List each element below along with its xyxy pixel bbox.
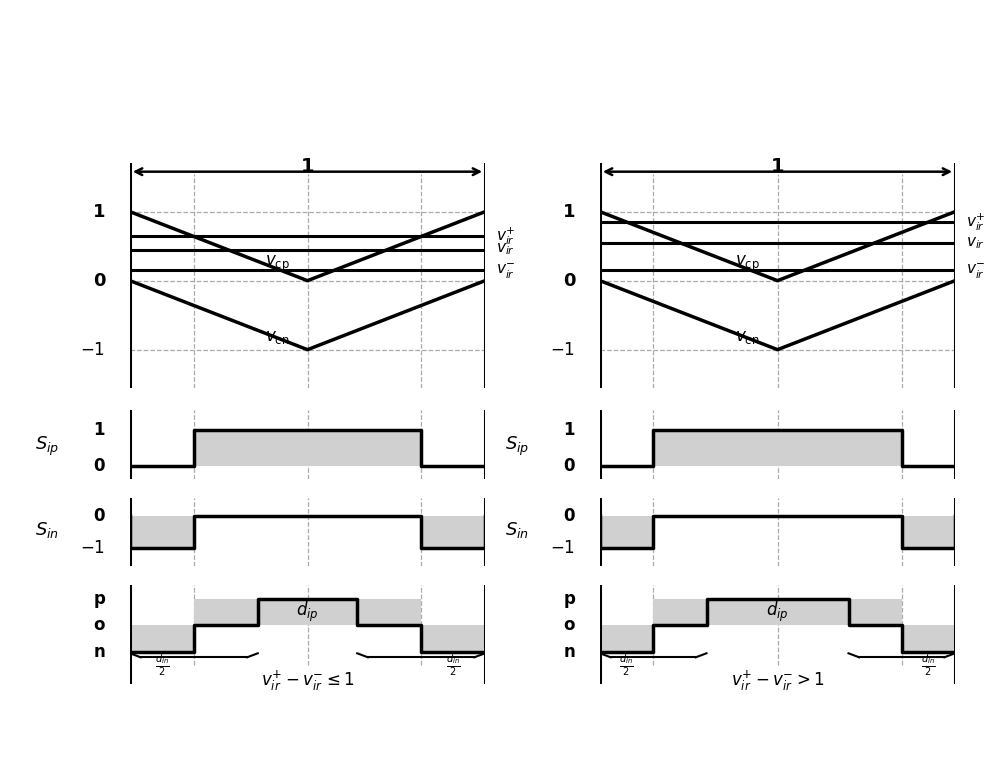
Text: $v_{ir}^{-}$: $v_{ir}^{-}$: [966, 261, 985, 280]
Text: $v_{\mathrm{cn}}$: $v_{\mathrm{cn}}$: [265, 328, 289, 347]
Text: 0: 0: [94, 507, 105, 524]
Text: $\frac{d_{in}}{2}$: $\frac{d_{in}}{2}$: [619, 653, 634, 678]
Bar: [421, 516, 485, 548]
Text: $S_{in}$: $S_{in}$: [505, 521, 529, 540]
Bar: [258, 599, 357, 625]
Text: 0: 0: [93, 271, 105, 290]
Text: o: o: [94, 616, 105, 635]
Text: 1: 1: [563, 203, 575, 220]
Bar: [600, 516, 653, 548]
Text: $v_{ir}$: $v_{ir}$: [966, 235, 985, 251]
Bar: [848, 599, 902, 625]
Text: $v_{ir}^{-}$: $v_{ir}^{-}$: [496, 261, 515, 280]
Bar: [194, 599, 258, 625]
Text: 1: 1: [94, 421, 105, 439]
Text: $\frac{d_{in}}{2}$: $\frac{d_{in}}{2}$: [155, 653, 169, 678]
Bar: [902, 625, 955, 652]
Text: $v_{ir}^{+}$: $v_{ir}^{+}$: [496, 225, 515, 247]
Text: 0: 0: [563, 271, 575, 290]
Text: o: o: [564, 616, 575, 635]
Bar: [706, 599, 848, 625]
Text: $v_{\mathrm{cn}}$: $v_{\mathrm{cn}}$: [735, 328, 759, 347]
Text: $-1$: $-1$: [550, 540, 575, 557]
Text: 1: 1: [564, 421, 575, 439]
Text: $S_{ip}$: $S_{ip}$: [35, 435, 59, 458]
Text: $v_{\mathrm{cp}}$: $v_{\mathrm{cp}}$: [265, 255, 290, 274]
Text: n: n: [563, 643, 575, 661]
Text: $S_{ip}$: $S_{ip}$: [505, 435, 529, 458]
Text: 0: 0: [564, 507, 575, 524]
Text: $\frac{d_{in}}{2}$: $\frac{d_{in}}{2}$: [446, 653, 460, 678]
Bar: [357, 599, 421, 625]
Text: $\frac{d_{in}}{2}$: $\frac{d_{in}}{2}$: [921, 653, 936, 678]
Text: $v_{ir}^{+} - v_{ir}^{-} \leq 1$: $v_{ir}^{+} - v_{ir}^{-} \leq 1$: [261, 669, 354, 693]
Text: $v_{\mathrm{cp}}$: $v_{\mathrm{cp}}$: [735, 255, 760, 274]
Bar: [653, 599, 706, 625]
Bar: [902, 516, 955, 548]
Text: n: n: [93, 643, 105, 661]
Text: $v_{ir}^{+} - v_{ir}^{-} > 1$: $v_{ir}^{+} - v_{ir}^{-} > 1$: [731, 669, 824, 693]
Text: 0: 0: [94, 458, 105, 475]
Text: 1: 1: [93, 203, 105, 220]
Text: $S_{in}$: $S_{in}$: [35, 521, 59, 540]
Text: p: p: [563, 590, 575, 607]
Bar: [421, 625, 485, 652]
Text: $-1$: $-1$: [550, 340, 575, 359]
Text: $-1$: $-1$: [80, 540, 105, 557]
Bar: [130, 625, 194, 652]
Text: 1: 1: [301, 157, 314, 176]
Text: p: p: [93, 590, 105, 607]
Text: $d_{ip}$: $d_{ip}$: [296, 600, 319, 624]
Text: $v_{ir}$: $v_{ir}$: [496, 242, 515, 258]
Text: $v_{ir}^{+}$: $v_{ir}^{+}$: [966, 211, 985, 233]
Text: 0: 0: [564, 458, 575, 475]
Text: $-1$: $-1$: [80, 340, 105, 359]
Bar: [600, 625, 653, 652]
Text: $d_{ip}$: $d_{ip}$: [766, 600, 789, 624]
Bar: [194, 430, 421, 466]
Bar: [130, 516, 194, 548]
Bar: [653, 430, 902, 466]
Text: 1: 1: [771, 157, 784, 176]
